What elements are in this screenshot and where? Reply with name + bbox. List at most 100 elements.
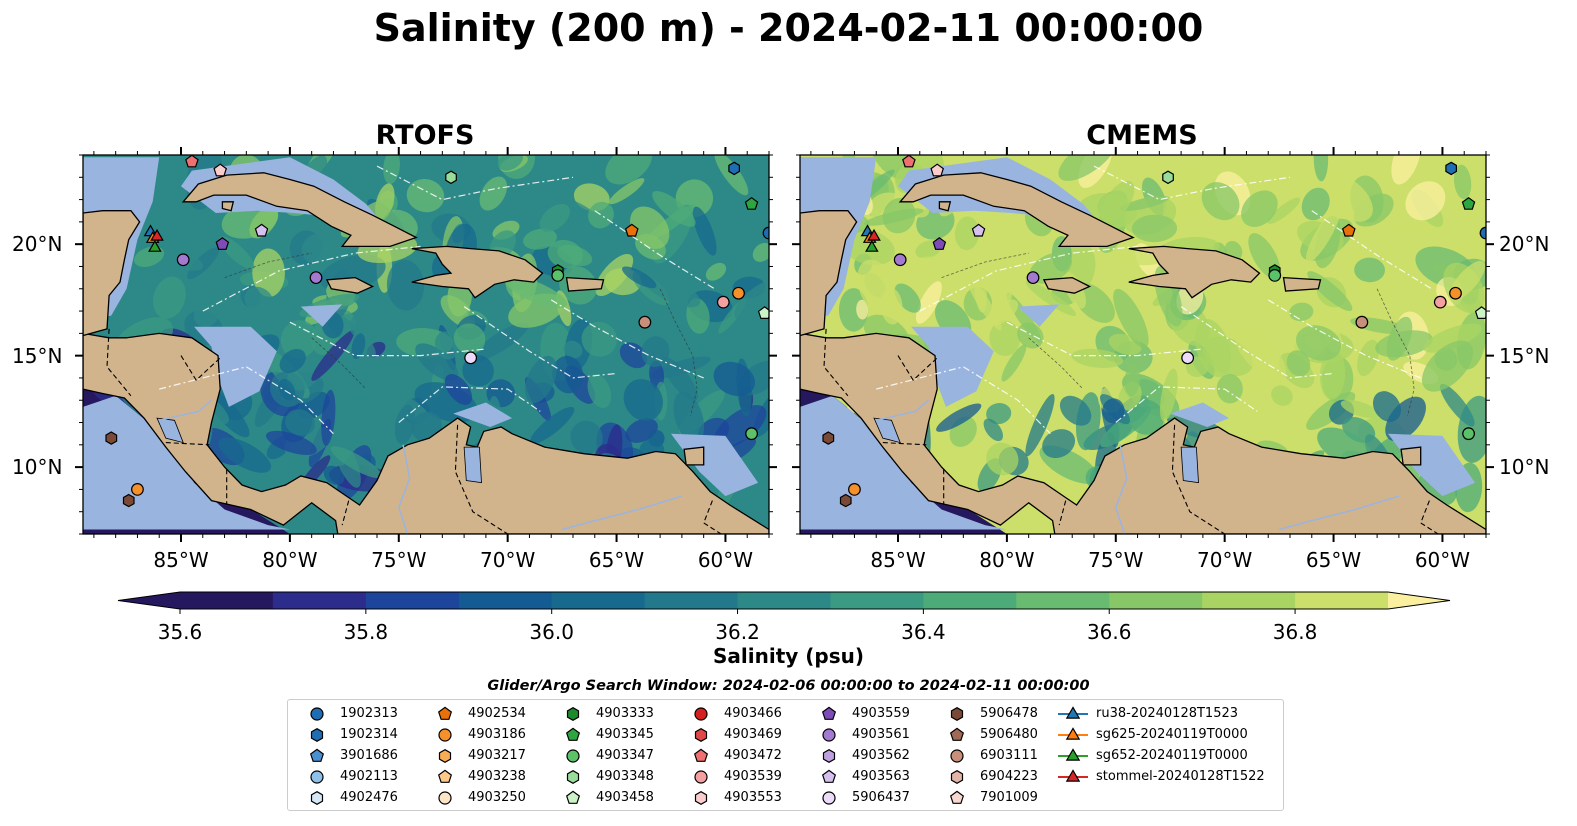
obs-marker-12 [551,268,565,282]
map-panels [75,147,1494,542]
pentagon-icon [309,748,325,762]
circle-icon [310,770,324,784]
obs-marker-24 [865,239,879,252]
panel-title-rtofs: RTOFS [375,120,475,151]
legend-label: 4903559 [852,706,910,721]
pentagon-icon [693,748,709,762]
legend-label: sg625-20240119T0000 [1096,727,1248,742]
colorbar-segment [1109,592,1203,609]
obs-marker-8 [215,237,230,250]
legend-label: 4903562 [852,748,910,763]
obs-marker-5 [624,223,639,237]
hexagon-icon [694,728,708,742]
colorbar-segment [272,592,367,609]
hexagon-icon [694,791,708,805]
lat-tick-label: 10°N [1499,455,1550,480]
lon-tick-label: 60°W [697,548,754,572]
obs-marker-2 [1162,170,1174,185]
legend-marker [437,706,453,720]
hexagon-icon [310,791,324,805]
pentagon-icon [821,769,837,783]
obs-marker-1 [213,163,228,177]
tick-marks [75,147,777,542]
obs-marker-14 [1433,295,1447,309]
lon-tick-label: 70°W [1197,548,1253,572]
colorbar-tick-label: 36.6 [1087,620,1132,640]
shelf-area [300,304,343,327]
colorbar-segment [551,592,646,609]
circle-icon [438,791,452,805]
colorbar-segment [644,592,739,609]
legend-marker [950,770,964,784]
colorbar-tick-label: 36.2 [715,620,760,640]
lake [463,446,482,484]
land-mass [898,172,1135,248]
obs-marker-24 [148,239,162,252]
legend-marker [694,791,708,805]
legend-label: 1902313 [340,706,398,721]
legend-marker [309,748,325,762]
legend-label: 5906437 [852,790,910,805]
obs-marker-3 [1445,161,1458,176]
obs-marker-21 [839,493,852,508]
legend-marker [565,790,581,804]
legend-marker [566,770,580,784]
circle-icon [822,728,836,742]
pentagon-icon [437,769,453,783]
legend: 1902313 1902314 3901686 4902113 4902476 49025… [287,699,1284,811]
hexagon-icon [566,770,580,784]
lat-tick-label: 15°N [12,343,63,368]
rivers [876,399,1400,534]
eez-boundaries [876,165,1432,435]
obs-marker-3 [728,161,741,176]
colorbar-segment [737,592,831,609]
obs-marker-4 [744,196,759,210]
colorbar-extend-min [118,592,180,609]
obs-marker-0 [902,155,916,168]
land-mass [1128,245,1261,299]
shelf-area [194,326,277,407]
colorbar-tick-label: 35.6 [158,620,203,640]
legend-marker [566,707,580,721]
circle-icon [438,728,452,742]
legend-label: stommel-20240128T1522 [1096,769,1265,784]
land-mass [411,245,544,299]
panel-title-cmems: CMEMS [1086,120,1198,151]
legend-label: 1902314 [340,727,398,742]
colorbar-tick-label: 36.8 [1273,620,1318,640]
observation-markers [105,155,769,508]
hexagon-icon [950,770,964,784]
legend-label: 4903563 [852,769,910,784]
legend-marker [950,707,964,721]
legend-label: 4903186 [468,727,526,742]
map-frame [799,154,1487,535]
pentagon-icon [437,706,453,720]
land-mass [83,210,141,337]
legend-label: 4903466 [724,706,782,721]
shelf-area [911,326,994,407]
map-panel-rtofs [75,147,777,542]
colorbar-extend-max [1388,592,1450,609]
legend-marker [1065,727,1081,740]
land-mass [1400,446,1422,466]
lat-tick-label: 20°N [1499,232,1550,257]
obs-marker-9 [893,253,907,267]
triangle-line-icon [1058,727,1088,740]
pentagon-icon [949,727,965,741]
eez-boundaries [159,165,715,435]
legend-marker [438,749,452,763]
legend-marker [438,728,452,742]
triangle-line-icon [1058,748,1088,761]
search-window-text: Glider/Argo Search Window: 2024-02-06 00… [487,678,1090,694]
colorbar-tick-label: 36.0 [529,620,574,640]
obs-marker-15 [1474,306,1486,319]
lat-tick-label: 10°N [12,455,63,480]
colorbar-body: 35.6 35.8 36.0 36.2 36.4 36.6 36.8 [117,591,1451,640]
land-mass [938,201,952,212]
legend-label: 4903539 [724,769,782,784]
legend-marker [1065,769,1081,782]
legend-label: ru38-20240128T1523 [1096,706,1239,721]
lon-tick-label: 75°W [371,548,427,572]
legend-label: 4903250 [468,790,526,805]
legend-label: 4903469 [724,727,782,742]
